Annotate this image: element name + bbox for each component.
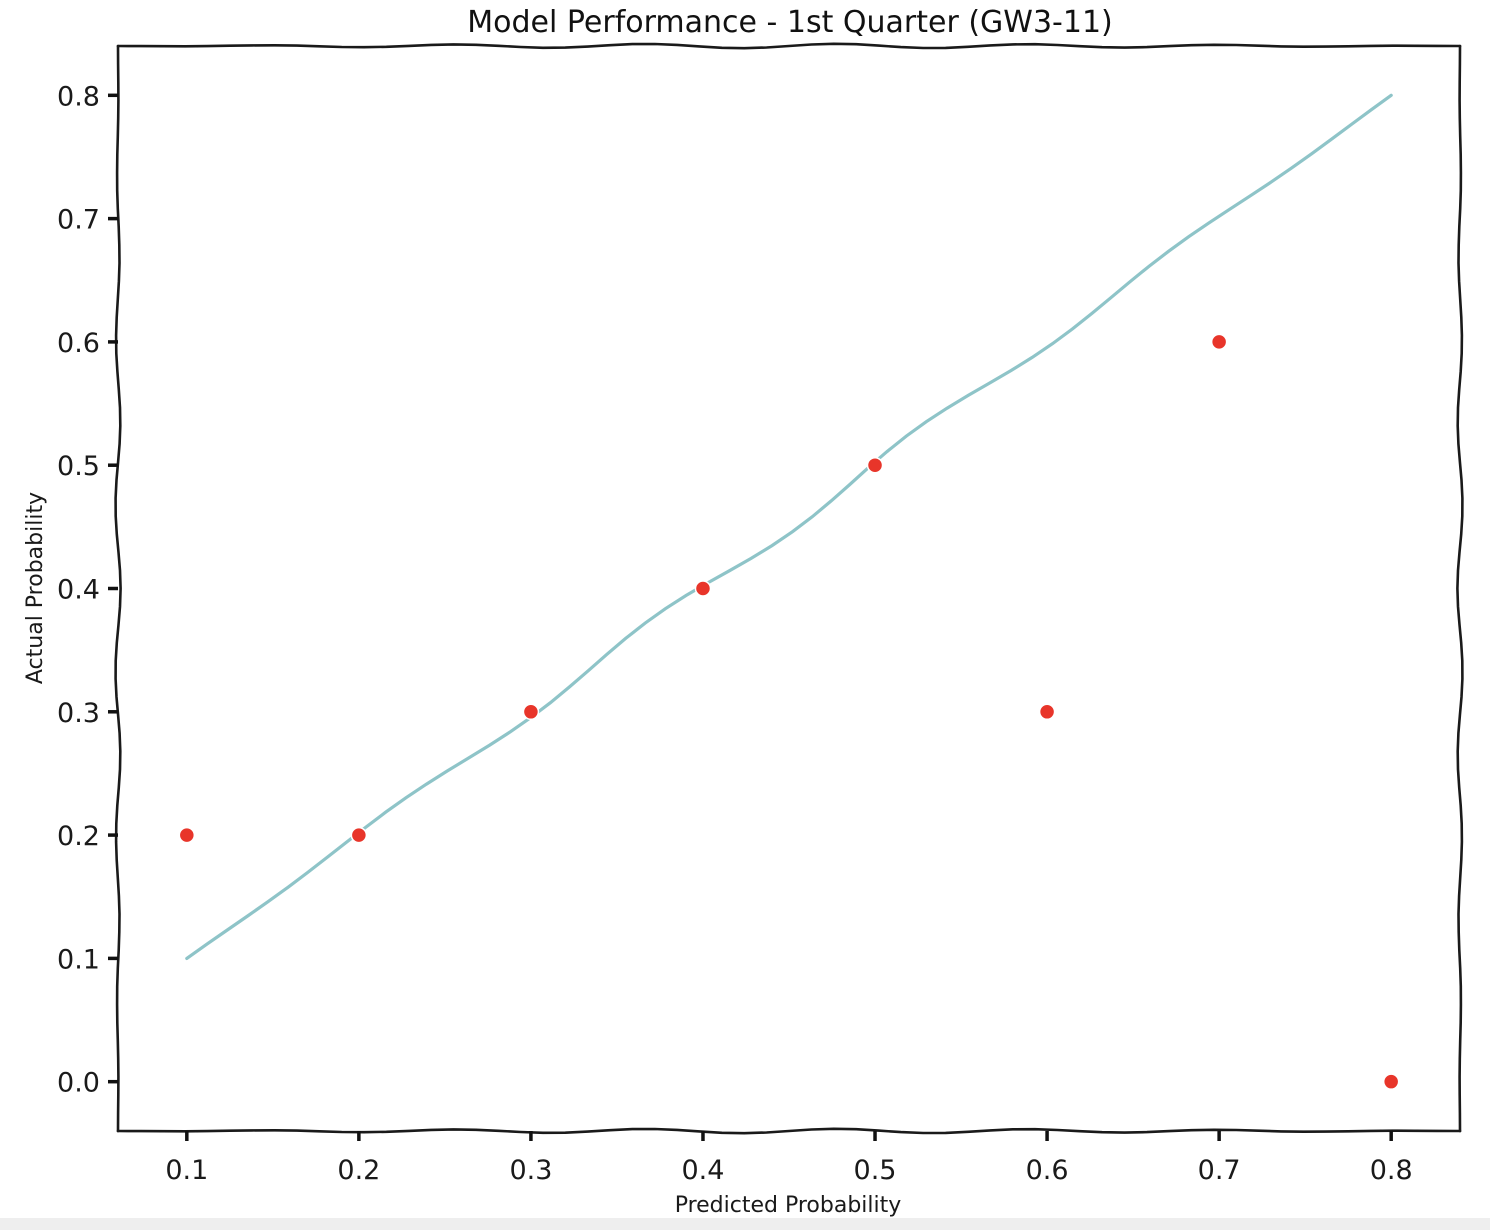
y-tick-label: 0.3: [57, 698, 100, 729]
frame-left: [114, 44, 122, 1133]
x-tick-label: 0.6: [1026, 1155, 1069, 1186]
diagonal-reference-line: [185, 93, 1393, 960]
frame-bottom: [116, 1127, 1462, 1135]
chart-title: Model Performance - 1st Quarter (GW3-11): [467, 5, 1112, 40]
x-tick-label: 0.5: [854, 1155, 897, 1186]
y-tick-label: 0.5: [57, 451, 100, 482]
x-tick-label: 0.1: [165, 1155, 208, 1186]
plot-layer: 0.1 0.2 0.3 0.4 0.5 0.6 0.7 0.8 0.0 0.1 0.2 0.3 0.4 0…: [57, 42, 1464, 1186]
scatter-point: [694, 580, 712, 597]
frame-right: [1456, 44, 1464, 1133]
y-tick-label: 0.7: [57, 205, 100, 236]
x-tick-label: 0.8: [1370, 1155, 1413, 1186]
y-tick-label: 0.8: [57, 81, 100, 112]
y-axis-title: Actual Probability: [23, 492, 48, 684]
scatter-point: [1210, 333, 1228, 351]
x-tick-label: 0.3: [509, 1155, 552, 1186]
y-tick-label: 0.1: [57, 944, 100, 975]
y-tick-label: 0.6: [57, 328, 100, 359]
x-tick-label: 0.2: [337, 1155, 380, 1186]
scatter-point: [1382, 1073, 1400, 1090]
x-axis-title: Predicted Probability: [675, 1193, 902, 1218]
scatter-point: [866, 456, 884, 474]
x-tick-label: 0.4: [681, 1155, 724, 1186]
scatter-point: [178, 826, 196, 844]
frame-top: [116, 42, 1462, 50]
y-tick-label: 0.0: [57, 1068, 100, 1099]
bottom-strip: [0, 1218, 1490, 1230]
y-tick-label: 0.4: [57, 575, 100, 606]
x-tick-label: 0.7: [1198, 1155, 1241, 1186]
y-tick-label: 0.2: [57, 821, 100, 852]
scatter-point: [1038, 703, 1056, 721]
scatter-point: [350, 826, 368, 844]
scatter-point: [522, 703, 540, 721]
